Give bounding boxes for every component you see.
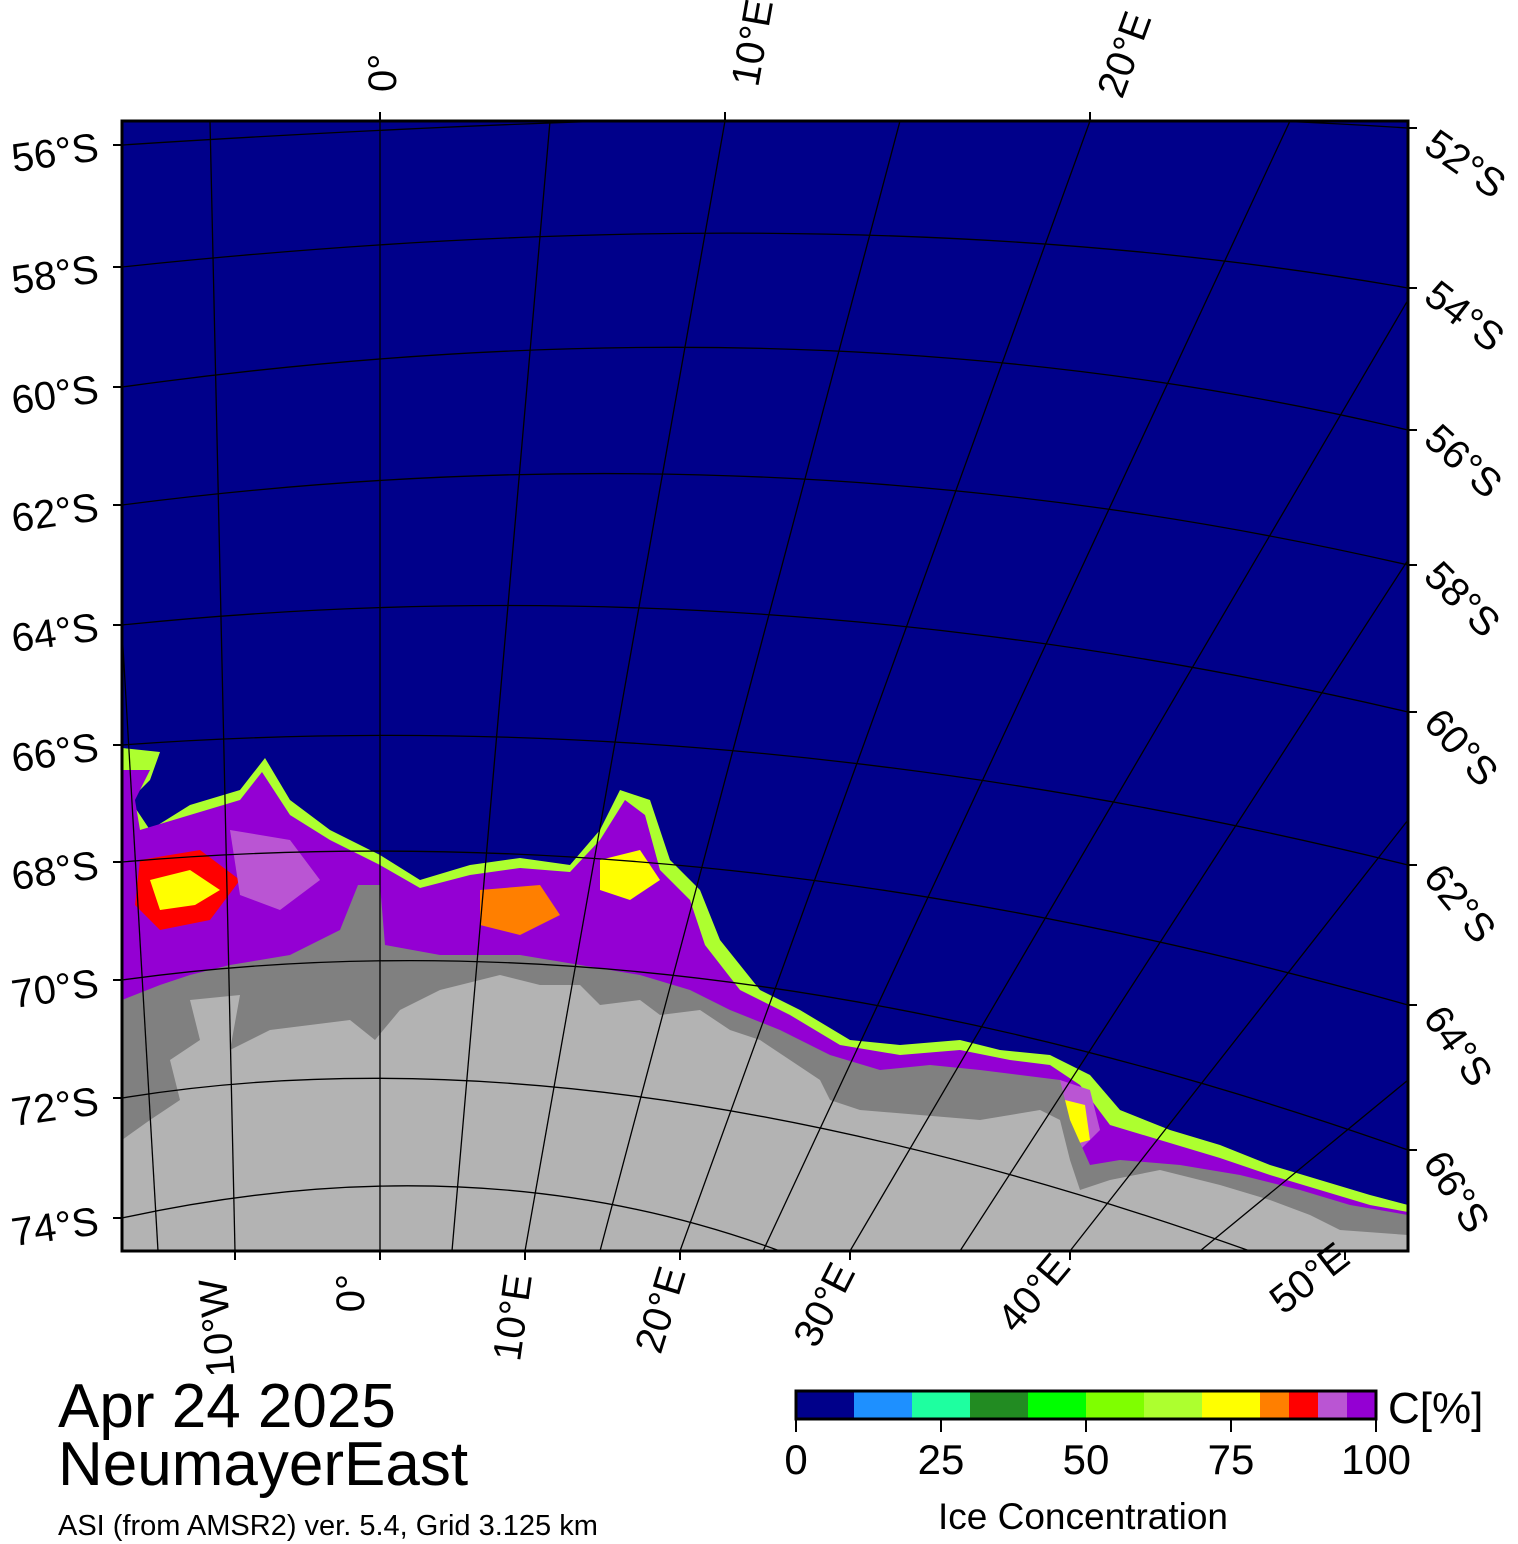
colorbar-bin [1318,1391,1347,1419]
colorbar-bin [1202,1391,1260,1419]
colorbar-tick-label: 25 [917,1436,965,1483]
bottom-label-10e: 10°E [485,1271,541,1363]
colorbar-bin [1086,1391,1144,1419]
left-label-60s: 60°S [9,367,101,423]
left-label-62s: 62°S [9,485,101,541]
colorbar-tick-label: 0 [784,1436,808,1483]
sea-ice-patches [135,830,1100,1150]
bottom-label-0: 0° [329,1274,373,1312]
top-label-0: 0° [361,54,405,92]
colorbar-tick-label: 75 [1207,1436,1255,1483]
colorbar-tick-label: 100 [1340,1436,1412,1483]
colorbar-bin [1347,1391,1376,1419]
product-info: ASI (from AMSR2) ver. 5.4, Grid 3.125 km [58,1510,598,1542]
left-label-66s: 66°S [9,725,101,781]
right-label-62s: 62°S [1415,856,1504,951]
right-label-56s: 56°S [1416,416,1510,507]
colorbar-bin [970,1391,1028,1419]
left-label-64s: 64°S [9,605,101,661]
colorbar-bin [912,1391,970,1419]
region-name: NeumayerEast [58,1430,469,1499]
right-label-58s: 58°S [1416,553,1509,646]
left-label-72s: 72°S [9,1079,101,1135]
graticule-meridians [122,121,1408,1251]
colorbar-bin [796,1391,854,1419]
frame-ticks [113,112,1417,1260]
bottom-label-30e: 30°E [785,1256,864,1354]
colorbar-bin [1260,1391,1289,1419]
bottom-label-40e: 40°E [989,1246,1079,1341]
right-label-54s: 54°S [1416,272,1512,360]
colorbar-unit: C[%] [1388,1384,1484,1433]
bottom-label-10w: 10°W [191,1277,243,1379]
left-label-68s: 68°S [9,843,101,899]
colorbar-bin [1028,1391,1086,1419]
colorbar-ticks [795,1419,1377,1432]
colorbar-bin [1144,1391,1202,1419]
map-frame [120,119,1410,1253]
top-label-10e: 10°E [724,0,782,90]
left-label-70s: 70°S [9,961,101,1017]
map-area [122,121,1408,1251]
right-label-52s: 52°S [1417,121,1514,207]
colorbar-tick-label: 50 [1062,1436,1110,1483]
top-label-20e: 20°E [1089,6,1160,103]
left-label-74s: 74°S [9,1199,101,1255]
colorbar-title: Ice Concentration [938,1496,1229,1537]
left-label-58s: 58°S [9,247,101,303]
left-label-56s: 56°S [9,125,101,181]
continent [122,975,1408,1251]
bottom-label-20e: 20°E [627,1262,695,1358]
right-label-64s: 64°S [1415,998,1501,1095]
right-label-66s: 66°S [1414,1143,1498,1240]
colorbar [796,1391,1376,1419]
map-date: Apr 24 2025 [58,1372,396,1441]
colorbar-bin [1289,1391,1318,1419]
right-label-60s: 60°S [1415,701,1506,795]
graticule-parallels [122,121,1408,1251]
colorbar-bin [854,1391,912,1419]
